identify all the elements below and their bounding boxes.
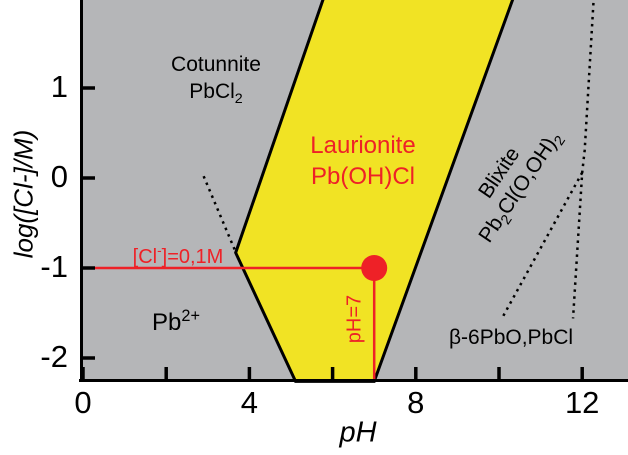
region-label-beta-pbo: β-6PbO,PbCl — [448, 326, 574, 349]
region-label-pb2: Pb2+ — [152, 307, 200, 336]
y-tick-label: -1 — [40, 249, 68, 284]
cotunnite-name: Cotunnite — [171, 52, 261, 76]
cl-concentration-label: [Cl-]=0,1M — [132, 243, 224, 268]
dotted-boundary — [571, 0, 595, 319]
ph7-label: pH=7 — [343, 294, 366, 344]
laurionite-formula: Pb(OH)Cl — [310, 163, 416, 190]
laurionite-name: Laurionite — [310, 132, 416, 159]
marker-point — [361, 255, 388, 281]
x-tick-label: 4 — [240, 385, 259, 420]
y-tick-label: 1 — [50, 69, 68, 104]
x-tick-label: 12 — [564, 385, 600, 420]
cotunnite-formula: PbCl2 — [189, 79, 243, 108]
x-tick-label: 8 — [407, 385, 425, 420]
y-axis-label: log([Cl-]/M) — [8, 129, 39, 259]
region-label-laurionite: Laurionite Pb(OH)Cl — [310, 130, 415, 192]
y-tick-label: -2 — [40, 339, 68, 374]
region-label-cotunnite: Cotunnite PbCl2 — [171, 51, 261, 113]
x-axis-label: pH — [339, 416, 377, 449]
x-tick-label: 0 — [74, 385, 92, 420]
y-tick-label: 0 — [50, 159, 68, 194]
